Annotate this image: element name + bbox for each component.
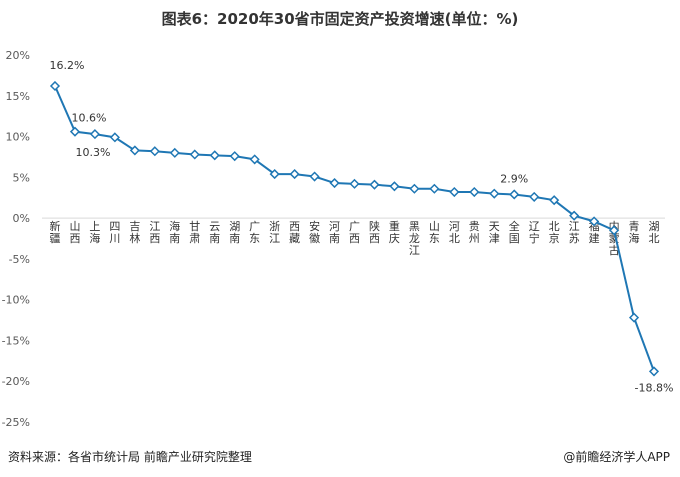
x-tick-label: 江西	[149, 220, 160, 245]
data-point	[229, 151, 240, 162]
x-tick-label: 天津	[489, 220, 500, 245]
x-tick-label: 西藏	[289, 220, 300, 245]
data-point	[569, 210, 580, 221]
data-point	[289, 169, 300, 180]
data-point	[149, 146, 160, 157]
y-tick-label: -5%	[9, 253, 30, 266]
data-point	[109, 132, 120, 143]
x-tick-label: 海南	[169, 219, 180, 245]
y-tick-label: -15%	[2, 334, 30, 347]
chart-title: 图表6：2020年30省市固定资产投资增速(单位：%)	[161, 10, 519, 28]
data-point	[469, 186, 480, 198]
data-point	[609, 225, 620, 236]
data-label: -18.8%	[635, 381, 674, 394]
data-point	[309, 171, 320, 182]
x-tick-label: 新疆	[50, 219, 61, 245]
y-tick-label: 0%	[13, 212, 30, 225]
data-point	[189, 149, 200, 160]
data-point	[169, 147, 180, 158]
data-point	[369, 179, 380, 190]
y-tick-label: -10%	[2, 294, 30, 307]
data-point	[489, 188, 500, 199]
data-point	[329, 177, 340, 189]
x-tick-label: 重庆	[389, 219, 400, 245]
y-tick-label: 20%	[6, 49, 30, 62]
data-label: 2.9%	[500, 172, 528, 185]
y-tick-label: 10%	[6, 131, 30, 144]
data-point	[589, 216, 600, 227]
data-point	[269, 169, 280, 180]
y-tick-label: 5%	[13, 171, 30, 184]
data-point	[129, 145, 140, 156]
data-point	[409, 183, 420, 194]
brand-credit: @前瞻经济学人APP	[563, 450, 670, 464]
x-tick-label: 吉林	[129, 220, 140, 245]
data-label: 10.3%	[75, 146, 110, 159]
x-tick-label: 云南	[209, 220, 220, 245]
x-tick-label: 江苏	[569, 220, 580, 245]
y-tick-label: 15%	[6, 90, 30, 103]
x-tick-label: 北京	[549, 220, 560, 245]
data-label: 10.6%	[71, 112, 106, 125]
x-tick-label: 河北	[449, 220, 460, 245]
x-tick-label: 全国	[509, 219, 520, 245]
data-point	[49, 80, 61, 92]
x-tick-label: 山西	[69, 220, 80, 245]
data-point	[549, 195, 560, 206]
x-tick-label: 上海	[89, 220, 100, 245]
data-point	[89, 129, 100, 140]
x-tick-label: 陕西	[369, 219, 380, 245]
data-point	[648, 366, 660, 377]
data-point	[449, 186, 460, 198]
x-tick-label: 辽宁	[529, 220, 540, 245]
x-tick-label: 广东	[249, 220, 260, 245]
x-tick-label: 广西	[349, 220, 360, 245]
data-point	[349, 178, 360, 189]
x-tick-label: 湖北	[649, 220, 660, 245]
data-point	[628, 312, 640, 323]
data-point	[209, 150, 220, 161]
x-tick-label: 青海	[629, 220, 640, 245]
data-point	[69, 126, 81, 137]
data-point	[429, 183, 440, 194]
x-tick-label: 贵州	[469, 220, 480, 245]
x-tick-label: 甘肃	[189, 220, 200, 245]
source-note: 资料来源：各省市统计局 前瞻产业研究院整理	[8, 450, 252, 464]
y-tick-label: -20%	[2, 375, 30, 388]
data-point	[509, 189, 520, 200]
x-tick-label: 安徽	[309, 219, 320, 245]
x-tick-label: 浙江	[269, 220, 280, 245]
x-tick-label: 四川	[109, 220, 120, 245]
x-tick-label: 山东	[429, 220, 440, 245]
y-tick-label: -25%	[2, 416, 30, 429]
data-label: 16.2%	[50, 59, 85, 72]
x-tick-label: 湖南	[229, 220, 240, 245]
x-tick-label: 河南	[329, 220, 340, 245]
x-tick-label: 黑龙江	[409, 220, 420, 257]
data-point	[389, 181, 400, 192]
data-point	[249, 154, 260, 165]
data-point	[529, 191, 540, 202]
